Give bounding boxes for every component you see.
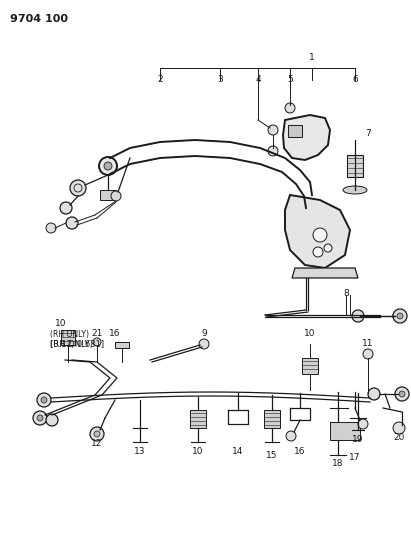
Text: 6: 6	[352, 76, 358, 85]
Polygon shape	[283, 115, 330, 160]
Circle shape	[104, 162, 112, 170]
Circle shape	[93, 338, 101, 346]
Circle shape	[313, 228, 327, 242]
Circle shape	[313, 247, 323, 257]
Text: 1: 1	[309, 53, 315, 62]
Text: 10: 10	[304, 328, 316, 337]
Circle shape	[41, 397, 47, 403]
Circle shape	[46, 414, 58, 426]
FancyBboxPatch shape	[288, 125, 302, 137]
Text: 11: 11	[362, 338, 374, 348]
Circle shape	[60, 202, 72, 214]
Circle shape	[66, 217, 78, 229]
Circle shape	[352, 310, 364, 322]
Polygon shape	[292, 268, 358, 278]
Text: 2: 2	[157, 76, 163, 85]
Text: 10: 10	[192, 448, 204, 456]
Circle shape	[46, 223, 56, 233]
FancyBboxPatch shape	[330, 422, 360, 440]
Text: (RH ONLY): (RH ONLY)	[50, 341, 93, 350]
FancyBboxPatch shape	[264, 410, 280, 428]
Circle shape	[37, 393, 51, 407]
Circle shape	[395, 387, 409, 401]
Circle shape	[397, 313, 403, 319]
FancyBboxPatch shape	[190, 410, 206, 428]
FancyBboxPatch shape	[100, 190, 116, 200]
Circle shape	[111, 191, 121, 201]
Text: 14: 14	[232, 448, 244, 456]
Text: 15: 15	[266, 450, 278, 459]
Text: 21: 21	[91, 328, 103, 337]
Text: 7: 7	[365, 128, 371, 138]
Circle shape	[90, 427, 104, 441]
Circle shape	[393, 422, 405, 434]
Polygon shape	[285, 195, 350, 268]
Text: (RH ONLY): (RH ONLY)	[50, 330, 89, 340]
FancyBboxPatch shape	[115, 342, 129, 348]
Circle shape	[358, 419, 368, 429]
Circle shape	[268, 125, 278, 135]
Text: 10: 10	[55, 319, 67, 327]
Text: 18: 18	[332, 459, 344, 469]
Text: 5: 5	[287, 76, 293, 85]
Circle shape	[399, 391, 405, 397]
FancyBboxPatch shape	[61, 330, 75, 345]
Text: 20: 20	[393, 433, 405, 442]
Text: 8: 8	[343, 288, 349, 297]
Circle shape	[393, 309, 407, 323]
Ellipse shape	[343, 186, 367, 194]
Text: [0.12, 0.631]: [0.12, 0.631]	[50, 341, 104, 350]
Circle shape	[94, 431, 100, 437]
FancyBboxPatch shape	[302, 358, 318, 374]
Text: 3: 3	[217, 76, 223, 85]
Circle shape	[70, 180, 86, 196]
Circle shape	[199, 339, 209, 349]
Circle shape	[285, 103, 295, 113]
Text: 16: 16	[109, 328, 121, 337]
Text: 13: 13	[134, 448, 146, 456]
Text: 4: 4	[255, 76, 261, 85]
Circle shape	[368, 388, 380, 400]
Circle shape	[37, 415, 43, 421]
Text: 12: 12	[91, 439, 103, 448]
Text: 9: 9	[201, 328, 207, 337]
Text: 17: 17	[349, 453, 361, 462]
Circle shape	[286, 431, 296, 441]
Circle shape	[33, 411, 47, 425]
Text: 9704 100: 9704 100	[10, 14, 68, 24]
Circle shape	[268, 146, 278, 156]
Text: 19: 19	[352, 435, 364, 445]
Circle shape	[324, 244, 332, 252]
Circle shape	[393, 311, 403, 321]
Circle shape	[99, 157, 117, 175]
Circle shape	[363, 349, 373, 359]
Text: 16: 16	[294, 448, 306, 456]
FancyBboxPatch shape	[347, 155, 363, 177]
